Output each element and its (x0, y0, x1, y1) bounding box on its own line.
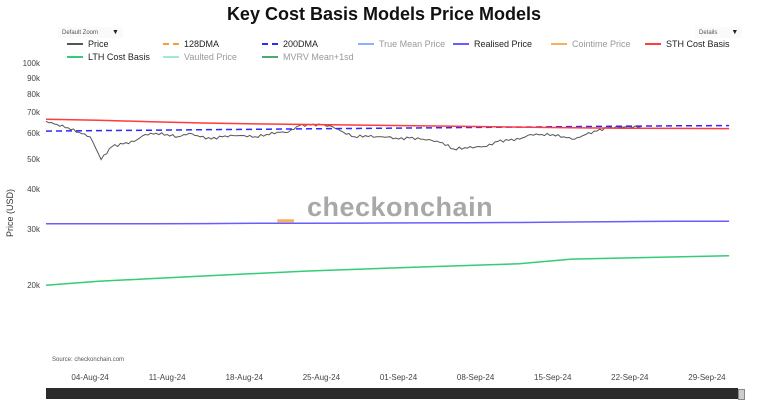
source-note: Source: checkonchain.com (52, 357, 125, 363)
legend-item[interactable]: Vaulted Price (163, 52, 237, 62)
y-tick-label: 80k (27, 89, 40, 99)
x-tick-label: 22-Sep-24 (611, 373, 649, 382)
chart-title: Key Cost Basis Models Price Models (226, 4, 542, 24)
legend-label: Cointime Price (572, 39, 631, 49)
legend-item[interactable]: STH Cost Basis (645, 39, 730, 49)
series-line-price (45, 120, 642, 161)
legend-swatch (163, 43, 179, 45)
series-line-lth-cost-basis (45, 255, 730, 287)
legend-swatch (67, 43, 83, 45)
legend-label: Vaulted Price (184, 52, 237, 62)
details-dropdown-label: Details (699, 30, 718, 36)
y-tick-label: 40k (27, 185, 40, 195)
x-tick-label: 08-Sep-24 (456, 373, 495, 382)
legend-item[interactable]: 128DMA (163, 39, 219, 49)
legend-label: Realised Price (474, 39, 533, 49)
y-tick-label: 60k (27, 129, 40, 139)
x-tick-label: 01-Sep-24 (379, 373, 418, 382)
legend-swatch (645, 43, 661, 45)
y-tick-label: 30k (27, 225, 40, 235)
legend-swatch (67, 56, 83, 58)
legend-label: 200DMA (283, 39, 319, 49)
y-tick-label: 100k (22, 59, 40, 68)
x-tick-label: 04-Aug-24 (71, 373, 109, 382)
legend-swatch (262, 43, 278, 45)
x-tick-label: 25-Aug-24 (302, 373, 341, 382)
x-tick-label: 18-Aug-24 (225, 373, 263, 382)
legend-item[interactable]: 200DMA (262, 39, 318, 49)
series-line-200dma (45, 124, 730, 132)
series-line-sth-cost-basis (45, 118, 730, 130)
navigator-handle[interactable] (738, 389, 745, 400)
y-tick-label: 70k (27, 108, 40, 118)
legend-swatch (551, 43, 567, 45)
legend-label: 128DMA (184, 39, 220, 49)
zoom-dropdown-label: Default Zoom (62, 30, 99, 36)
legend-item[interactable]: Price (67, 39, 109, 49)
y-tick-label: 90k (27, 73, 40, 83)
zoom-dropdown[interactable]: Default Zoom ▼ (58, 27, 123, 38)
details-dropdown[interactable]: Details ▼ (695, 27, 743, 38)
legend-swatch (358, 43, 374, 45)
legend-swatch (262, 56, 278, 58)
range-navigator[interactable] (46, 388, 738, 399)
legend-label: STH Cost Basis (666, 39, 730, 49)
legend-label: LTH Cost Basis (88, 52, 150, 62)
chevron-down-icon: ▼ (112, 29, 119, 36)
legend-label: MVRV Mean+1sd (283, 52, 354, 62)
legend-item[interactable]: MVRV Mean+1sd (262, 52, 354, 62)
x-tick-label: 15-Sep-24 (534, 373, 572, 382)
watermark: checkonchain (307, 192, 494, 222)
x-tick-label: 11-Aug-24 (148, 373, 186, 382)
legend-label: True Mean Price (379, 39, 446, 49)
legend-swatch (163, 56, 179, 58)
chevron-down-icon: ▼ (731, 29, 739, 36)
y-tick-label: 20k (27, 281, 40, 290)
legend-item[interactable]: True Mean Price (358, 39, 445, 49)
y-tick-label: 50k (27, 154, 40, 164)
legend-label: Price (88, 39, 109, 49)
x-tick-label: 29-Sep-24 (688, 373, 726, 382)
series-line-realised-price (46, 220, 730, 225)
legend-item[interactable]: Cointime Price (551, 39, 631, 49)
legend-swatch (453, 43, 469, 45)
legend-item[interactable]: LTH Cost Basis (67, 52, 150, 62)
legend-item[interactable]: Realised Price (453, 39, 532, 49)
